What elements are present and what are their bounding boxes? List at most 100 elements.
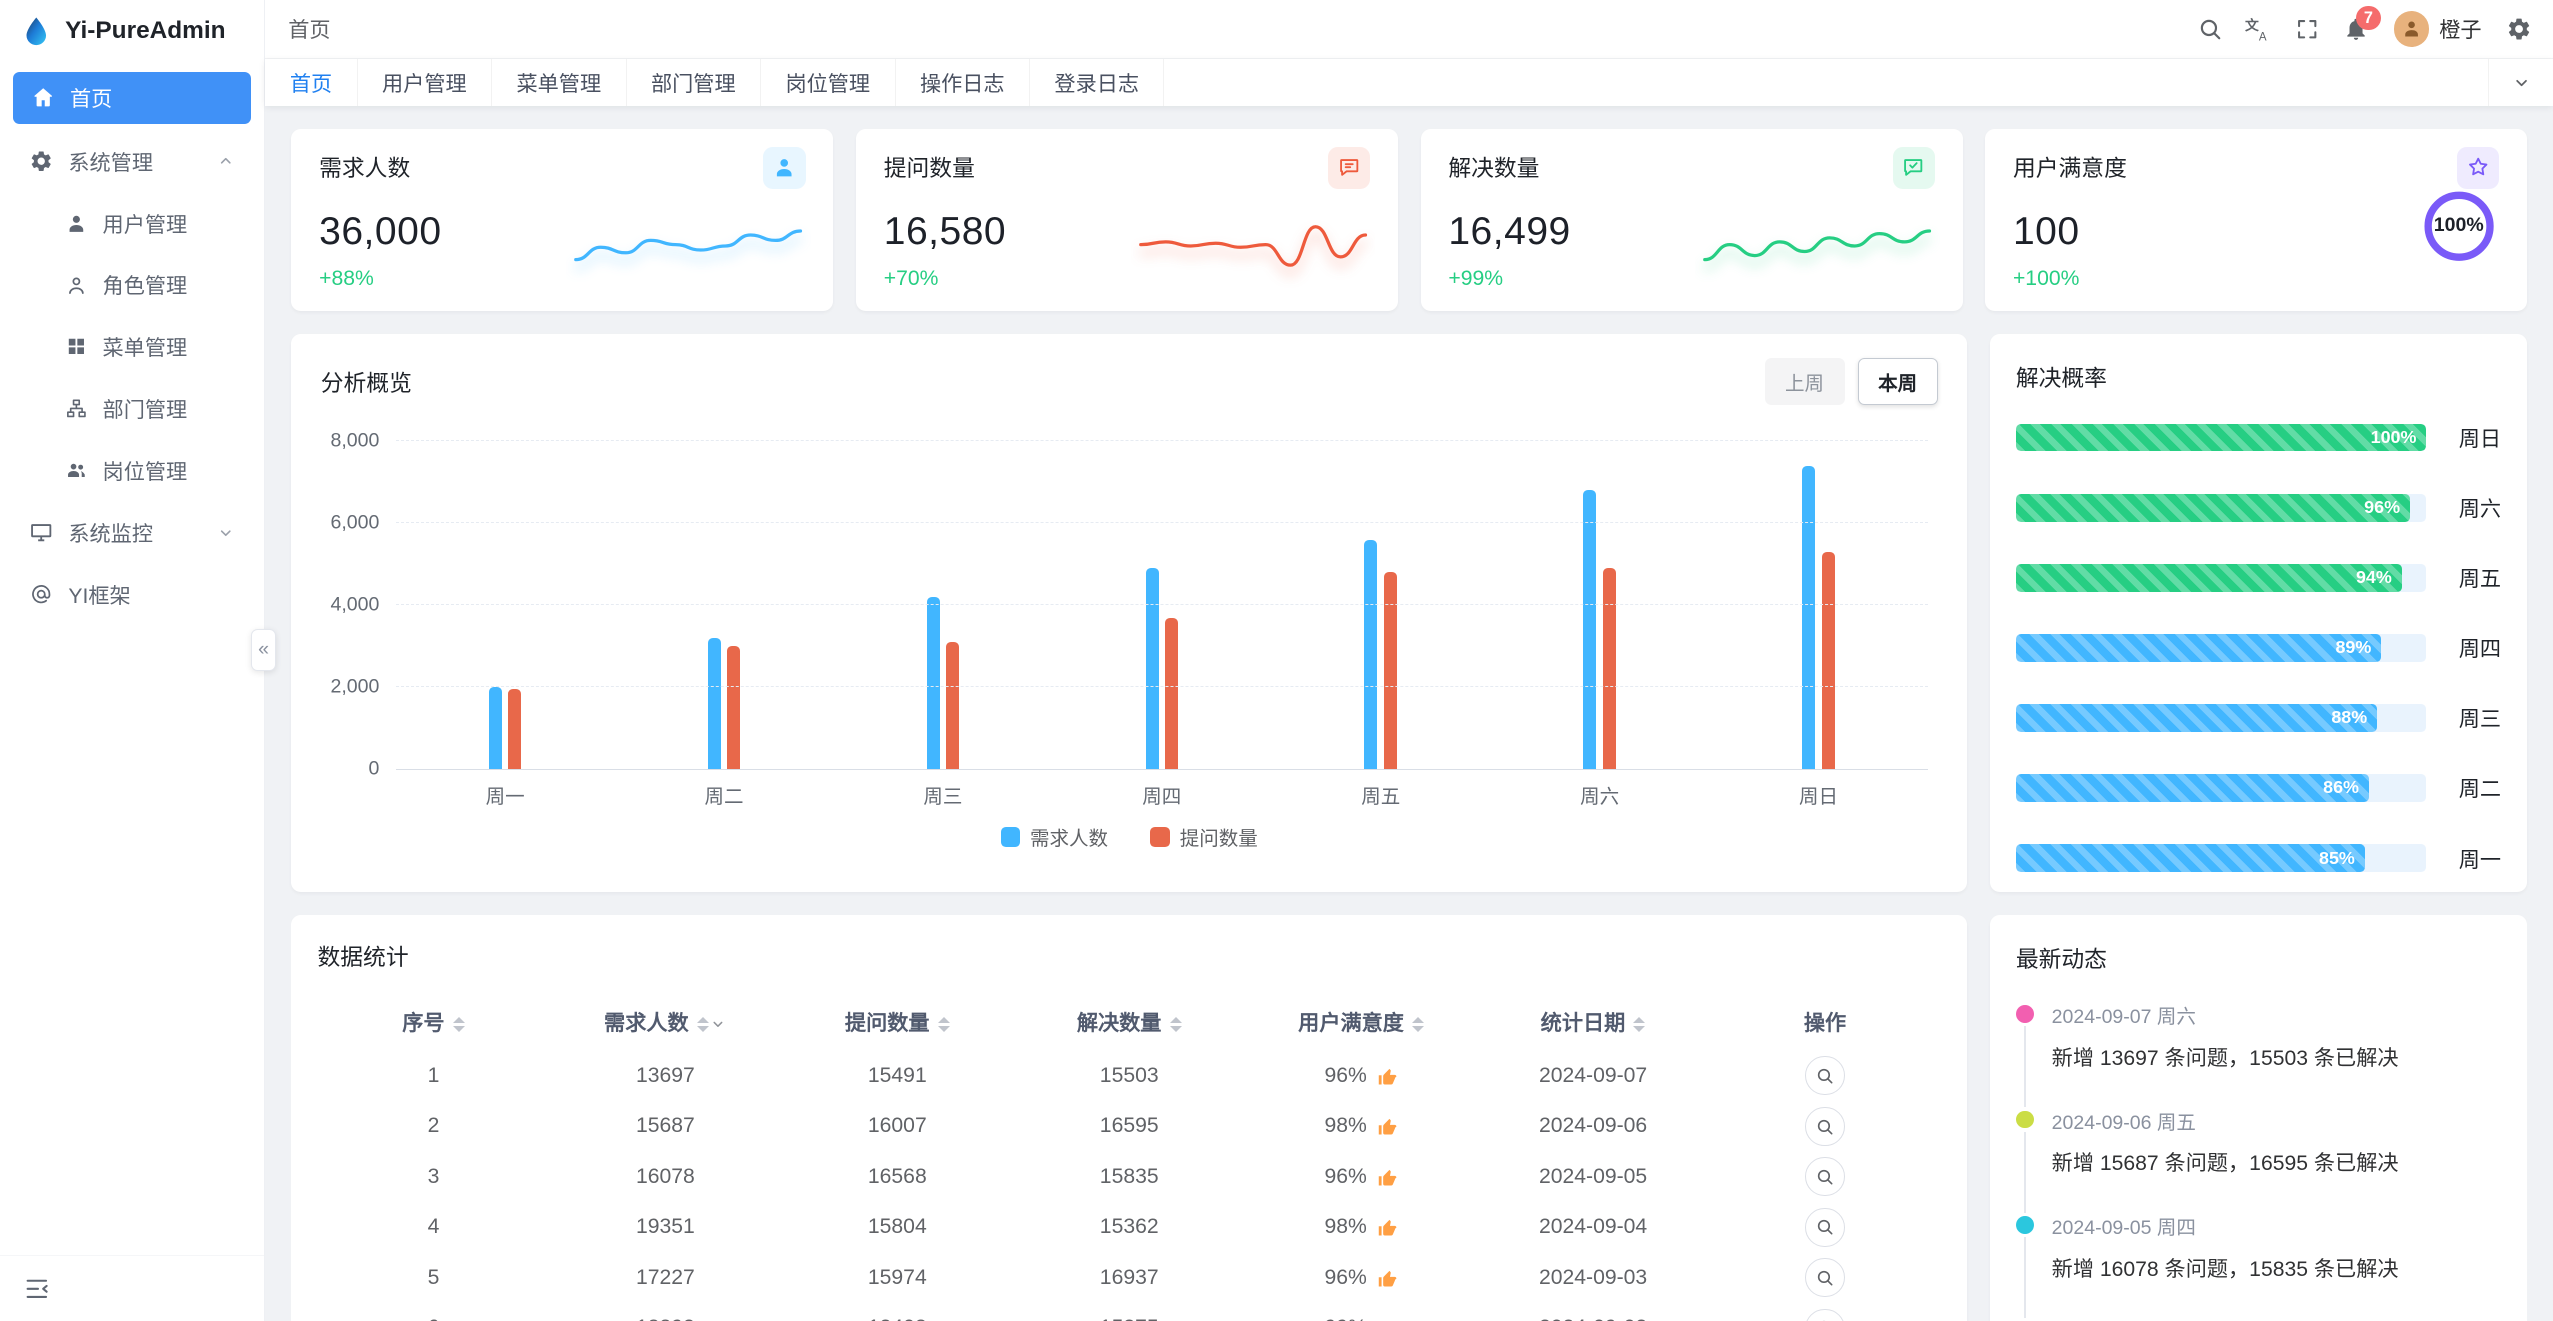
sidebar-item[interactable]: 用户管理 [0, 192, 264, 254]
table-row: 5 17227 15974 16937 96% 2024-09-03 [318, 1252, 1941, 1302]
timeline-dot [2015, 1110, 2034, 1129]
progress-fill: 94% [2015, 563, 2402, 592]
cell-no: 3 [427, 1164, 440, 1188]
sidebar-item[interactable]: 首页 [13, 71, 252, 124]
progress-value: 100% [2370, 427, 2417, 448]
app-title: Yi-PureAdmin [65, 16, 226, 44]
column-header[interactable]: 解决数量 [1013, 992, 1245, 1051]
tab-item[interactable]: 菜单管理 [492, 58, 627, 106]
tab-item[interactable]: 用户管理 [358, 58, 493, 106]
view-row-button[interactable] [1805, 1207, 1845, 1247]
sort-icon[interactable] [1412, 1017, 1425, 1032]
svg-text:文: 文 [2245, 17, 2259, 33]
cell-demand: 18892 [549, 1303, 781, 1320]
column-header[interactable]: 统计日期 [1477, 992, 1709, 1051]
collapse-sidebar-button[interactable] [23, 1275, 51, 1303]
cell-question: 15491 [867, 1063, 927, 1087]
timeline-item: 2024-09-06 周五 新增 15687 条问题，16595 条已解决 [2015, 1106, 2501, 1213]
sidebar-item[interactable]: 系统监控 [0, 501, 264, 563]
x-axis-label: 周四 [1142, 785, 1182, 808]
view-row-button[interactable] [1805, 1056, 1845, 1096]
view-row-button[interactable] [1805, 1258, 1845, 1298]
cell-date: 2024-09-02 [1477, 1303, 1709, 1320]
cell-question: 16568 [867, 1164, 927, 1188]
tabs-menu-button[interactable] [2488, 58, 2553, 106]
cell-solved: 15375 [1013, 1303, 1245, 1320]
timeline-item: 2024-09-05 周四 新增 16078 条问题，15835 条已解决 [2015, 1211, 2501, 1319]
cell-no: 6 [318, 1303, 550, 1320]
bar [1364, 539, 1378, 770]
cell-date: 2024-09-07 [1538, 1063, 1648, 1087]
week-toggle-button[interactable]: 本周 [1857, 358, 1938, 406]
sort-icon[interactable] [696, 1017, 709, 1032]
column-label: 需求人数 [604, 1011, 689, 1035]
sort-icon[interactable] [1633, 1017, 1646, 1032]
tab-item[interactable]: 登录日志 [1030, 58, 1165, 106]
logo[interactable]: Yi-PureAdmin [0, 0, 264, 62]
legend-item[interactable]: 提问数量 [1150, 822, 1258, 851]
sidebar-group-toggle[interactable]: 系统管理 [0, 130, 264, 192]
cell-actions [1709, 1152, 1941, 1202]
table-row: 2 15687 16007 16595 98% 2024-09-06 [318, 1101, 1941, 1151]
solve-rate-title: 解决概率 [2015, 364, 2107, 391]
sidebar-item[interactable]: 菜单管理 [0, 316, 264, 378]
sparkline [574, 229, 803, 262]
middle-row: 分析概览 上周 本周 0 2,000 4,000 6,000 8,000 周一 周二 周三 周四… [291, 333, 2528, 893]
dept-icon [67, 399, 86, 418]
sort-icon[interactable] [937, 1017, 950, 1032]
fullscreen-button[interactable] [2283, 4, 2332, 53]
tab-item[interactable]: 岗位管理 [761, 58, 896, 106]
column-label: 提问数量 [844, 1011, 930, 1035]
week-toggle: 上周 本周 [1764, 358, 1938, 406]
thumb-up-icon [1378, 1270, 1397, 1287]
cell-actions [1709, 1101, 1941, 1151]
breadcrumb[interactable]: 首页 [288, 19, 331, 43]
cell-demand: 13697 [635, 1063, 695, 1087]
y-axis-label: 4,000 [330, 593, 380, 616]
settings-button[interactable] [2495, 4, 2544, 53]
x-axis-label: 周六 [1580, 785, 1620, 808]
tab-item[interactable]: 操作日志 [896, 58, 1030, 106]
sidebar-item[interactable]: YI框架 [0, 563, 264, 625]
column-header[interactable]: 提问数量 [781, 992, 1013, 1051]
notification-button[interactable]: 7 [2332, 4, 2381, 53]
sidebar-item[interactable]: 角色管理 [0, 254, 264, 316]
sort-icon[interactable] [1169, 1017, 1182, 1032]
tab-item[interactable]: 首页 [265, 58, 358, 106]
column-header: 操作 [1709, 992, 1941, 1051]
column-header[interactable]: 需求人数 [549, 992, 781, 1051]
stat-icon-box [763, 146, 806, 189]
cell-solved: 16595 [1099, 1114, 1159, 1138]
column-header[interactable]: 用户满意度 [1245, 992, 1477, 1051]
chart-plot-area: 0 2,000 4,000 6,000 8,000 [331, 430, 1928, 780]
timeline-time: 2024-09-06 周五 [2051, 1111, 2196, 1134]
user-menu[interactable]: 橙子 [2381, 10, 2495, 47]
star-icon [2469, 158, 2488, 176]
cell-satisfaction: 99% [1245, 1303, 1477, 1320]
bottom-row: 数据统计 序号 需求人数 提问数量 解决数量 用户满意度 统计日期 操作 1 13697 154… [291, 915, 2528, 1321]
y-axis-label: 0 [368, 757, 380, 780]
thumb-up-icon [1378, 1169, 1397, 1186]
legend-item[interactable]: 需求人数 [1000, 822, 1108, 851]
view-row-button[interactable] [1805, 1157, 1845, 1197]
progress-track: 94% [2015, 563, 2427, 592]
tab-item[interactable]: 部门管理 [627, 58, 762, 106]
tab-bar: 首页 用户管理 菜单管理 部门管理 岗位管理 操作日志 登录日志 [265, 58, 2553, 106]
sidebar-collapse-handle[interactable]: « [251, 628, 276, 671]
sort-icon[interactable] [452, 1017, 465, 1032]
column-header[interactable]: 序号 [318, 992, 550, 1051]
sidebar-item[interactable]: 岗位管理 [0, 440, 264, 502]
week-toggle-button[interactable]: 上周 [1764, 358, 1845, 406]
sidebar-item[interactable]: 部门管理 [0, 378, 264, 440]
progress-value: 96% [2364, 497, 2400, 518]
column-label: 用户满意度 [1298, 1011, 1404, 1035]
cell-solved: 15503 [1099, 1063, 1159, 1087]
cell-no: 2 [427, 1114, 440, 1138]
search-button[interactable] [2185, 4, 2234, 53]
view-row-button[interactable] [1805, 1106, 1845, 1146]
solve-rate-row: 96% 周六 [2015, 492, 2501, 523]
view-row-button[interactable] [1805, 1308, 1845, 1321]
data-statistics-card: 数据统计 序号 需求人数 提问数量 解决数量 用户满意度 统计日期 操作 1 13697 154… [291, 915, 1968, 1321]
bar-group [1052, 441, 1271, 770]
